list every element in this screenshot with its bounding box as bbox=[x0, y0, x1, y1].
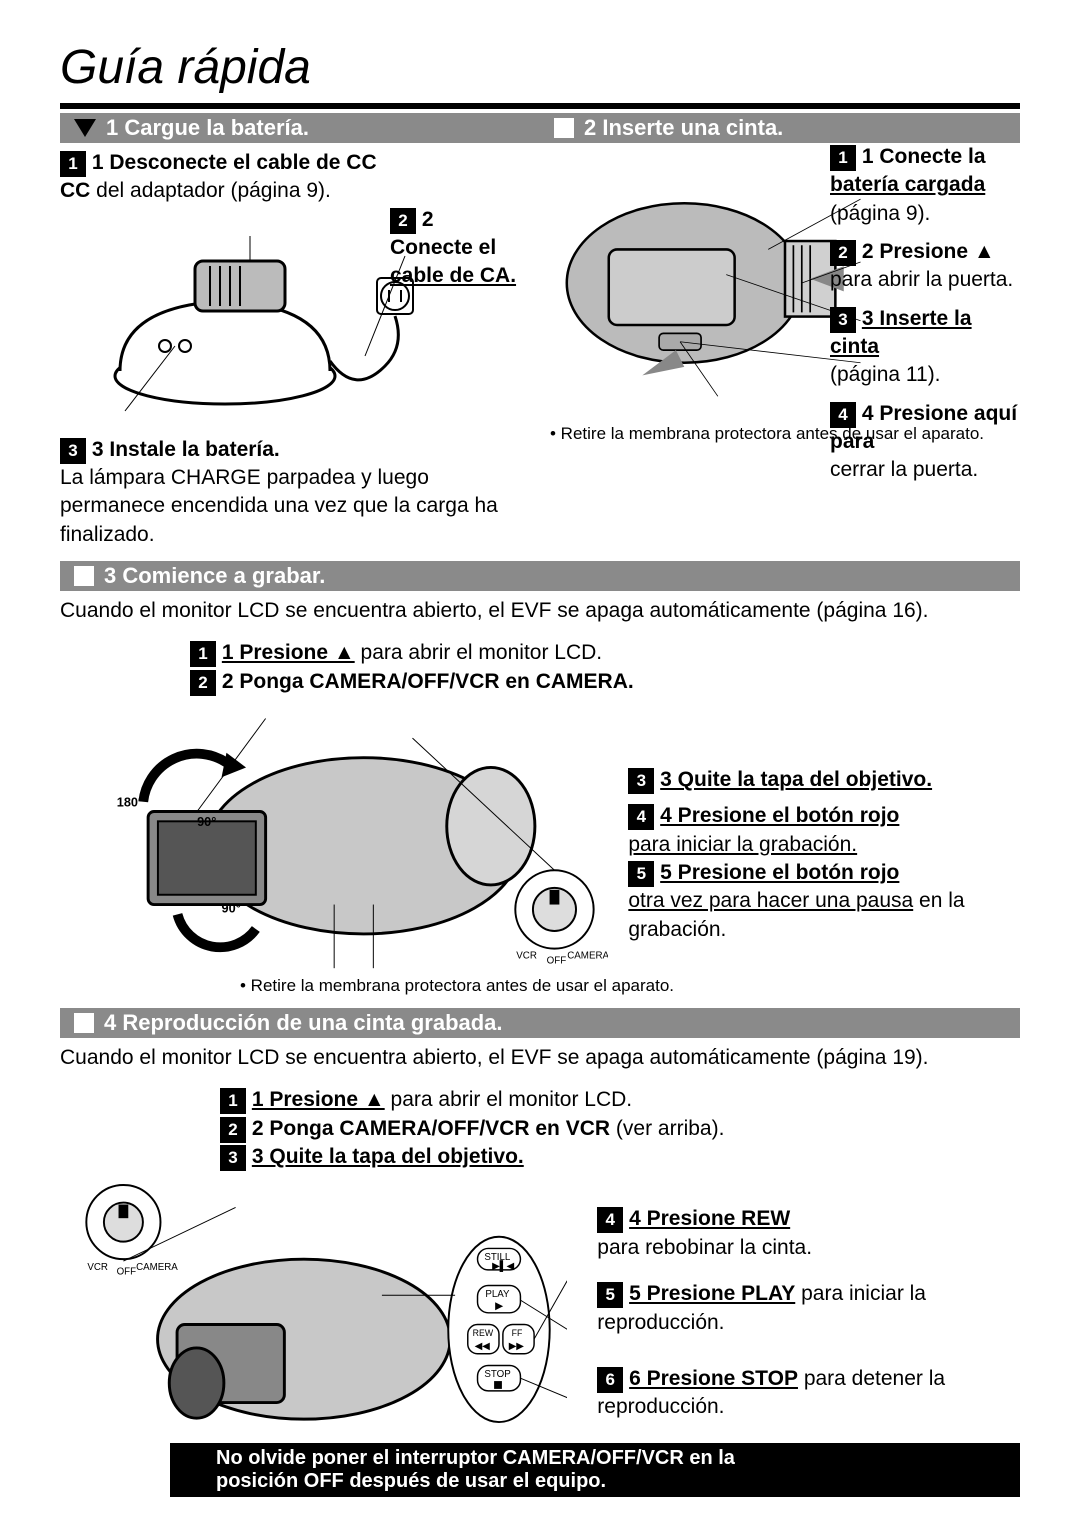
s3-note: • Retire la membrana protectora antes de… bbox=[240, 976, 1020, 996]
section2: 1 1 Conecte la batería cargada (página 9… bbox=[550, 143, 1020, 549]
section1: 1 1 Desconecte el cable de CC CC del ada… bbox=[60, 143, 530, 549]
section4-header: 4 Reproducción de una cinta grabada. bbox=[104, 1010, 503, 1036]
s4s3a: 3 Quite la tapa del objetivo. bbox=[252, 1145, 524, 1168]
figure-camcorder-side: 1 1 Conecte la batería cargada (página 9… bbox=[550, 143, 1020, 423]
page-title: Guía rápida bbox=[60, 40, 1020, 95]
figure-playback: VCR OFF CAMERA STILL ▶▌◀ PLAY ▶ bbox=[60, 1175, 567, 1435]
svg-text:OFF: OFF bbox=[547, 955, 567, 966]
section2-header: 2 Inserte una cinta. bbox=[584, 115, 783, 141]
step3a: 3 Instale la batería. bbox=[92, 438, 280, 461]
s2r1a: 1 Conecte la bbox=[862, 145, 986, 168]
step1b: del adaptador (página 9). bbox=[96, 179, 331, 202]
svg-text:CAMERA: CAMERA bbox=[567, 950, 608, 961]
s3s2a: 2 Ponga CAMERA/OFF/VCR en bbox=[222, 670, 530, 693]
svg-text:PLAY: PLAY bbox=[485, 1290, 510, 1301]
s3s4b: para iniciar la grabación. bbox=[628, 833, 857, 856]
s2r2a: 2 Presione ▲ bbox=[862, 240, 995, 263]
square-icon bbox=[74, 1013, 94, 1033]
s2r3b: (página 11). bbox=[830, 361, 1020, 389]
figure-charger: 2 2 Conecte el cable de CA. bbox=[60, 206, 530, 436]
s2r4a: 4 Presione aquí para bbox=[830, 402, 1017, 453]
s2r1b: batería cargada bbox=[830, 171, 1020, 199]
figure-lcd-open: 180° 90° 90° VCR OFF CAMERA bbox=[60, 696, 608, 976]
footer-strip: No olvide poner el interruptor CAMERA/OF… bbox=[170, 1443, 1020, 1497]
deg90-label-2: 90° bbox=[222, 900, 241, 915]
s4s2b: VCR bbox=[566, 1117, 610, 1140]
svg-text:OFF: OFF bbox=[117, 1267, 137, 1278]
svg-text:FF: FF bbox=[512, 1329, 523, 1339]
step-num: 1 bbox=[60, 151, 86, 177]
s3s4a: 4 Presione el botón rojo bbox=[660, 804, 899, 827]
section4-intro: Cuando el monitor LCD se encuentra abier… bbox=[60, 1044, 1020, 1072]
s3s1a: 1 Presione ▲ bbox=[222, 641, 355, 664]
s4s1b: para abrir el monitor LCD. bbox=[391, 1088, 633, 1111]
svg-text:◀◀: ◀◀ bbox=[475, 1341, 490, 1352]
s3s5b: otra vez para hacer una pausa bbox=[628, 889, 913, 912]
svg-text:CAMERA: CAMERA bbox=[136, 1262, 178, 1273]
svg-text:STOP: STOP bbox=[484, 1370, 510, 1381]
svg-text:▶▶: ▶▶ bbox=[509, 1341, 524, 1352]
triangle-icon bbox=[74, 119, 96, 137]
footer1: No olvide poner el interruptor CAMERA/OF… bbox=[216, 1447, 735, 1470]
section3-header-bar: 3 Comience a grabar. bbox=[60, 561, 1020, 591]
s2r2b: para abrir la puerta. bbox=[830, 266, 1020, 294]
s3s5a: 5 Presione el botón rojo bbox=[660, 861, 899, 884]
section3-header: 3 Comience a grabar. bbox=[104, 563, 325, 589]
section4-header-bar: 4 Reproducción de una cinta grabada. bbox=[60, 1008, 1020, 1038]
square-icon bbox=[74, 566, 94, 586]
footer2: posición OFF después de usar el equipo. bbox=[216, 1470, 735, 1493]
s4s4a: 4 Presione REW bbox=[629, 1207, 790, 1230]
square-icon bbox=[554, 118, 574, 138]
s4s6a: 6 Presione STOP bbox=[629, 1367, 798, 1390]
s2r4b: cerrar la puerta. bbox=[830, 456, 1020, 484]
deg90-label-1: 90° bbox=[197, 814, 216, 829]
bowtie-icon bbox=[184, 1459, 206, 1481]
svg-text:VCR: VCR bbox=[516, 950, 537, 961]
step3b: La lámpara CHARGE parpadea y luego perma… bbox=[60, 464, 530, 549]
divider bbox=[60, 103, 1020, 109]
s3s3a: 3 Quite la tapa del objetivo. bbox=[660, 768, 932, 791]
s4s2c: (ver arriba). bbox=[616, 1117, 725, 1140]
s2r1c: (página 9). bbox=[830, 200, 1020, 228]
s4s2a: 2 Ponga CAMERA/OFF/VCR en bbox=[252, 1117, 560, 1140]
svg-text:▶: ▶ bbox=[495, 1300, 504, 1312]
section1-header: 1 Cargue la batería. bbox=[106, 115, 309, 141]
s3s2b: CAMERA. bbox=[536, 670, 634, 693]
svg-text:VCR: VCR bbox=[87, 1262, 108, 1273]
s4s5a: 5 Presione PLAY bbox=[629, 1282, 795, 1305]
step1-label: 1 Desconecte el cable de CC bbox=[92, 151, 377, 174]
s4s1a: 1 Presione ▲ bbox=[252, 1088, 385, 1111]
deg180-label: 180° bbox=[117, 795, 143, 810]
step2b: cable de CA. bbox=[390, 264, 516, 287]
svg-text:▶▌◀: ▶▌◀ bbox=[492, 1260, 514, 1272]
s4s4b: para rebobinar la cinta. bbox=[597, 1234, 1020, 1262]
svg-text:REW: REW bbox=[473, 1329, 494, 1339]
s3s1b: para abrir el monitor LCD. bbox=[361, 641, 603, 664]
section-header-row: 1 Cargue la batería. 2 Inserte una cinta… bbox=[60, 113, 1020, 143]
section3-intro: Cuando el monitor LCD se encuentra abier… bbox=[60, 597, 1020, 625]
